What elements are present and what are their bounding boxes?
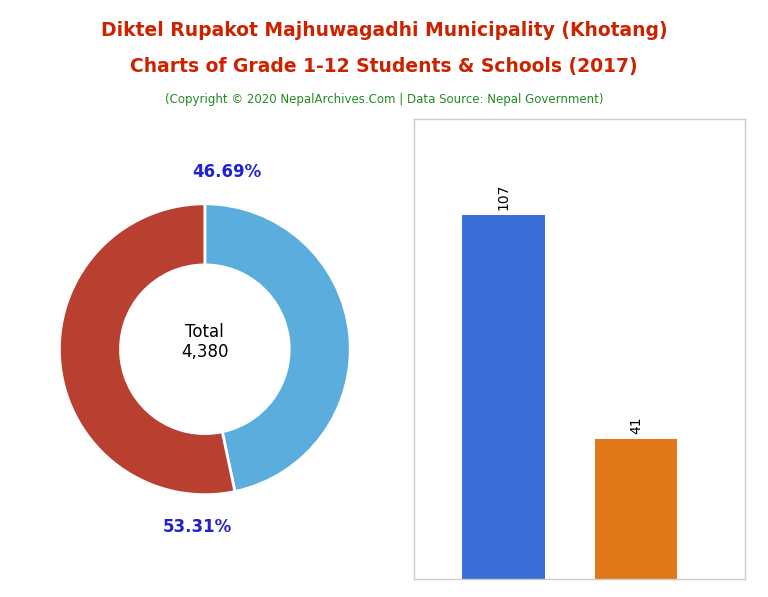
Text: 53.31%: 53.31%	[163, 518, 232, 536]
Text: (Copyright © 2020 NepalArchives.Com | Data Source: Nepal Government): (Copyright © 2020 NepalArchives.Com | Da…	[165, 93, 603, 106]
Text: Total
4,380: Total 4,380	[181, 322, 229, 361]
Text: Charts of Grade 1-12 Students & Schools (2017): Charts of Grade 1-12 Students & Schools …	[131, 57, 637, 76]
Bar	[594, 439, 677, 579]
Bar	[462, 215, 545, 579]
Text: Diktel Rupakot Majhuwagadhi Municipality (Khotang): Diktel Rupakot Majhuwagadhi Municipality…	[101, 21, 667, 40]
Text: 41: 41	[629, 417, 643, 435]
Wedge shape	[59, 204, 235, 495]
Text: 46.69%: 46.69%	[192, 163, 261, 181]
Text: 107: 107	[497, 183, 511, 210]
Wedge shape	[205, 204, 350, 491]
